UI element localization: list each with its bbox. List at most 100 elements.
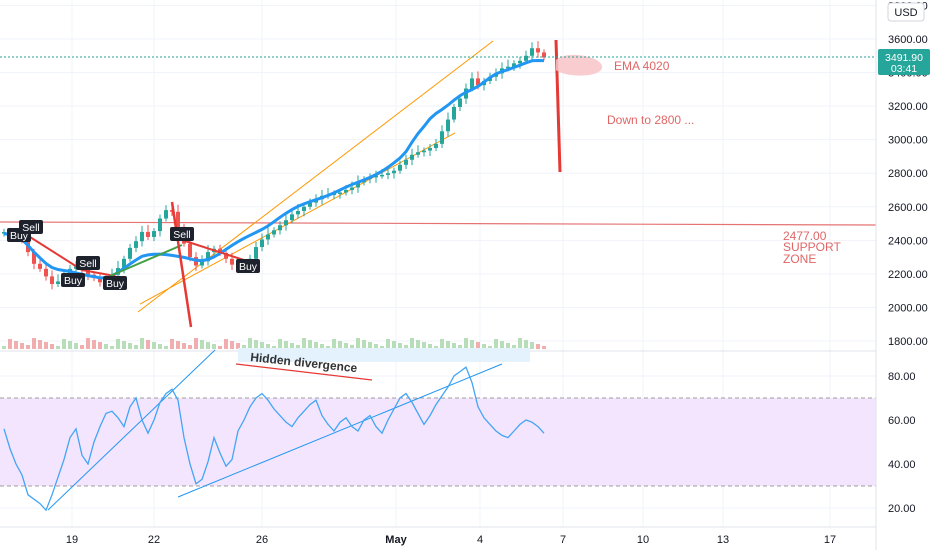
support-value-label: 2477.00 <box>783 229 827 243</box>
candle-body <box>392 170 396 174</box>
forecast-label: Down to 2800 ... <box>607 113 694 127</box>
volume-bar <box>272 346 276 349</box>
signal-label: Buy <box>64 275 83 287</box>
volume-bar <box>134 345 138 349</box>
ema-label: EMA 4020 <box>614 59 670 73</box>
volume-bar <box>152 342 156 349</box>
volume-bar <box>56 346 60 349</box>
volume-bar <box>266 344 270 349</box>
candle-body <box>452 106 456 120</box>
volume-bar <box>50 344 54 349</box>
candle-body <box>176 211 180 227</box>
volume-bar <box>392 341 396 349</box>
candle-body <box>260 239 264 248</box>
currency-badge[interactable] <box>887 2 925 22</box>
candle-body <box>404 159 408 165</box>
time-tick-label: 22 <box>148 534 160 546</box>
volume-bar <box>140 338 144 349</box>
volume-bar <box>494 339 498 349</box>
candle-body <box>152 231 156 237</box>
candle-body <box>374 175 378 178</box>
candle-body <box>476 78 480 86</box>
support-line[interactable] <box>0 221 877 226</box>
price-tick-label: 3200.00 <box>888 101 928 113</box>
price-tick-label: 2200.00 <box>888 269 928 281</box>
sell-tag[interactable] <box>19 220 43 234</box>
volume-bar <box>62 339 66 349</box>
candle-body <box>134 241 138 248</box>
candle-body <box>446 119 450 132</box>
volume-bar <box>212 344 216 349</box>
sell-tag[interactable] <box>76 256 100 270</box>
volume-bar <box>356 338 360 349</box>
volume-bar <box>410 338 414 349</box>
volume-bar <box>500 341 504 349</box>
volume-bar <box>44 342 48 349</box>
volume-bar <box>260 342 264 349</box>
volume-bar <box>116 339 120 349</box>
rsi-tick-label: 60.00 <box>888 415 916 427</box>
candle-body <box>380 174 384 177</box>
price-tick-label: 1800.00 <box>888 336 928 348</box>
volume-bar <box>464 338 468 349</box>
ema-line[interactable] <box>3 58 545 280</box>
sell-trend-1[interactable] <box>29 236 83 271</box>
sell-tag[interactable] <box>170 227 194 241</box>
buy-tag[interactable] <box>61 273 85 287</box>
volume-bar <box>176 341 180 349</box>
candle-body <box>122 258 126 269</box>
volume-bar <box>482 344 486 349</box>
currency-label: USD <box>894 7 917 19</box>
volume-bar <box>236 343 240 349</box>
drop-line-1[interactable] <box>170 201 193 328</box>
candle-body <box>458 98 462 107</box>
candle-body <box>230 258 234 265</box>
candle-body <box>146 231 150 237</box>
candle-body <box>188 243 192 258</box>
buy-tag[interactable] <box>236 259 260 273</box>
volume-bar <box>422 342 426 349</box>
volume-bar <box>98 342 102 349</box>
sell-trend-2[interactable] <box>81 269 116 277</box>
volume-bar <box>248 338 252 349</box>
volume-bar <box>530 342 534 349</box>
volume-bar <box>80 345 84 349</box>
rsi-axis: 20.00 40.00 60.00 80.00 <box>888 371 916 515</box>
current-price-tag <box>878 49 930 75</box>
sell-trend-3[interactable] <box>181 239 251 263</box>
buy-tag[interactable] <box>103 276 127 290</box>
volume-bar <box>380 346 384 349</box>
buy-trend-1[interactable] <box>109 244 183 277</box>
rsi-line[interactable] <box>3 366 545 512</box>
time-tick-label: 13 <box>717 534 729 546</box>
rsi-band <box>0 398 876 486</box>
candle-body <box>308 202 312 207</box>
volume-bar <box>326 346 330 349</box>
volume-bar <box>242 345 246 349</box>
candle-body <box>410 154 414 160</box>
channel-upper-line[interactable] <box>137 40 494 313</box>
volume-bar <box>20 343 24 349</box>
volume-bar <box>32 338 36 349</box>
candle-body <box>290 214 294 221</box>
volume-bar <box>458 345 462 349</box>
volume-bar <box>278 339 282 349</box>
volume-bars <box>2 338 546 349</box>
volume-bar <box>386 339 390 349</box>
volume-bar <box>206 342 210 349</box>
volume-bar <box>110 346 114 349</box>
price-tick-label: 2800.00 <box>888 168 928 180</box>
support-label-line2: ZONE <box>783 252 816 266</box>
candle-body <box>536 48 540 53</box>
candle-body <box>296 210 300 215</box>
candle-body <box>530 48 534 56</box>
volume-bar <box>146 340 150 349</box>
candle-body <box>86 269 90 275</box>
candle-body <box>386 173 390 175</box>
volume-bar <box>14 341 18 349</box>
rsi-trend-line-1[interactable] <box>47 349 216 511</box>
price-tick-label: 2000.00 <box>888 302 928 314</box>
volume-bar <box>368 342 372 349</box>
time-tick-label: 4 <box>477 534 483 546</box>
